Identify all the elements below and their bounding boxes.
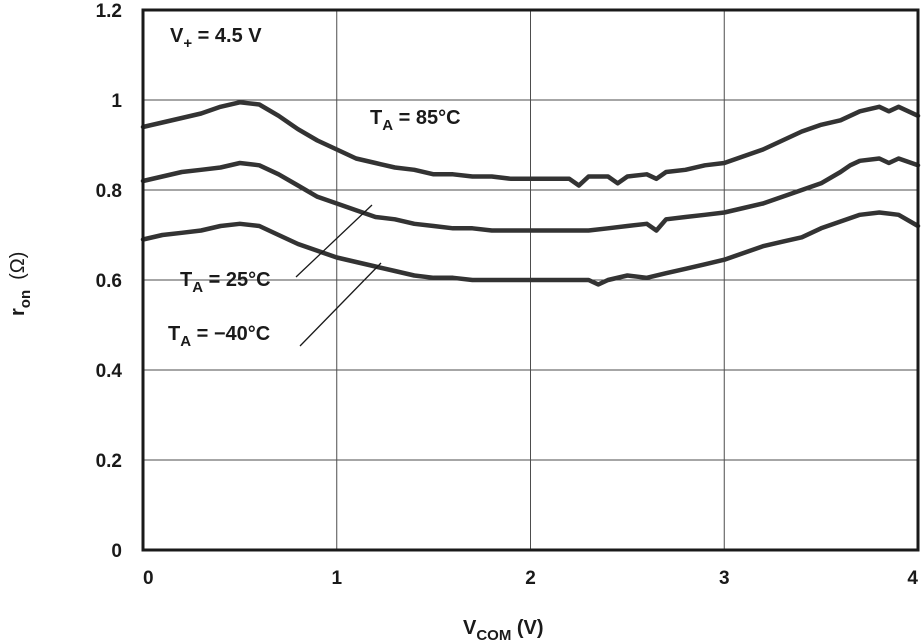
- x-tick-label-0: 0: [143, 568, 154, 589]
- x-axis-title-unit: (V): [511, 617, 543, 639]
- x-tick-label-3: 3: [719, 568, 730, 589]
- x-tick-labels: 0 1 2 3 4: [143, 568, 918, 589]
- condition-label-rest: = 4.5 V: [192, 25, 262, 47]
- x-tick-label-1: 1: [331, 568, 342, 589]
- plot-frame: [141, 8, 920, 552]
- series-label-85c: TA = 85°C: [370, 107, 461, 134]
- series-label-25c-rest: = 25°C: [203, 269, 270, 291]
- y-axis-title-unit: (Ω): [7, 252, 29, 280]
- y-tick-label-1: 0.2: [96, 451, 122, 472]
- series-line-25c: [140, 156, 921, 233]
- series-line-85c: [140, 100, 921, 188]
- x-tick-label-4: 4: [907, 568, 918, 589]
- series-label-minus40c: TA = −40°C: [168, 323, 270, 350]
- series-label-85c-sub: A: [382, 117, 393, 134]
- x-axis-title-main: V: [463, 617, 477, 639]
- leader-line-minus40c: [299, 262, 382, 347]
- series-label-25c-main: T: [180, 269, 192, 291]
- y-axis-title-main: r: [7, 308, 29, 316]
- x-axis-title-sub: COM: [476, 627, 511, 642]
- y-tick-label-5: 1: [111, 91, 122, 112]
- label-leader-lines: [295, 204, 382, 347]
- y-tick-labels: 0 0.2 0.4 0.6 0.8 1 1.2: [96, 1, 123, 562]
- series-label-minus40c-rest: = −40°C: [191, 323, 270, 345]
- y-axis-title: ron (Ω): [7, 252, 34, 316]
- y-tick-label-3: 0.6: [96, 271, 122, 292]
- condition-label-sub: +: [183, 35, 192, 52]
- series-label-minus40c-sub: A: [180, 333, 191, 350]
- x-tick-label-2: 2: [525, 568, 536, 589]
- series-label-85c-main: T: [370, 107, 382, 129]
- y-axis-title-sub: on: [17, 290, 34, 308]
- x-axis-title: VCOM (V): [463, 617, 544, 642]
- y-tick-label-2: 0.4: [96, 361, 123, 382]
- series-label-25c: TA = 25°C: [180, 269, 271, 296]
- leader-line-25c: [295, 204, 373, 278]
- y-tick-label-4: 0.8: [96, 181, 122, 202]
- series-label-minus40c-main: T: [168, 323, 180, 345]
- series-label-25c-sub: A: [192, 279, 203, 296]
- y-tick-label-0: 0: [111, 541, 122, 562]
- series-line-minus40c: [140, 210, 921, 287]
- series-lines: [140, 100, 921, 287]
- condition-label: V+ = 4.5 V: [170, 25, 262, 52]
- condition-label-main: V: [170, 25, 184, 47]
- y-tick-label-6: 1.2: [96, 1, 122, 22]
- series-label-85c-rest: = 85°C: [393, 107, 460, 129]
